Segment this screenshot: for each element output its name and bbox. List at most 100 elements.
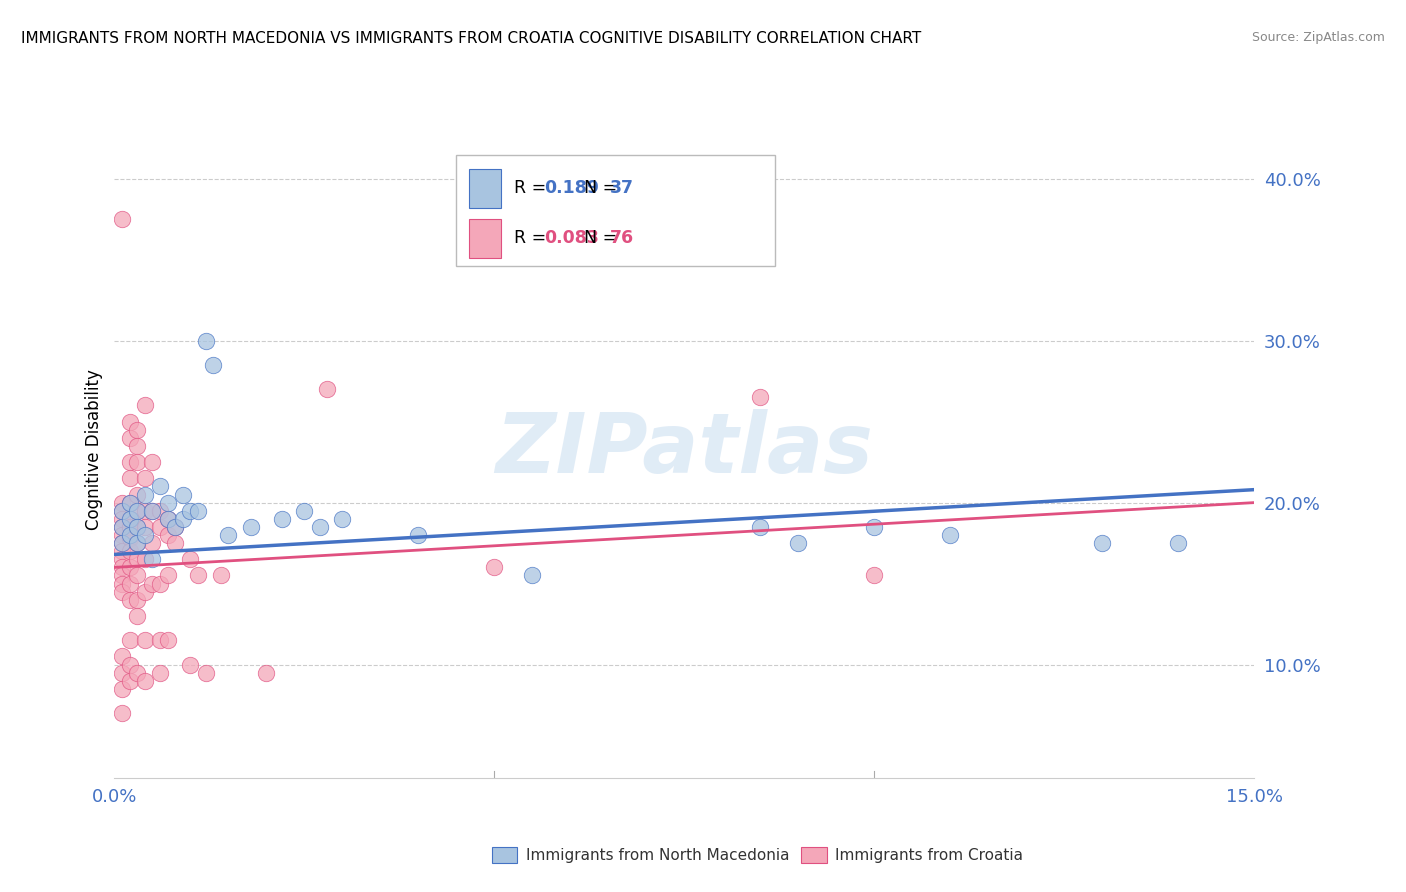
Point	[254, 665, 277, 680]
Point	[118, 576, 141, 591]
Point	[149, 633, 172, 648]
Point	[194, 334, 217, 348]
Point	[217, 528, 239, 542]
Point	[127, 520, 149, 534]
Point	[209, 568, 232, 582]
Point	[134, 399, 156, 413]
Point	[118, 415, 141, 429]
Point	[141, 552, 163, 566]
Point	[134, 471, 156, 485]
Point	[111, 649, 134, 664]
Point	[141, 536, 163, 550]
Point	[111, 495, 134, 509]
Point	[141, 576, 163, 591]
Point	[127, 536, 149, 550]
Point	[118, 471, 141, 485]
Point	[156, 512, 179, 526]
Point	[1091, 536, 1114, 550]
Point	[127, 568, 149, 582]
Point	[156, 495, 179, 509]
Point	[111, 512, 134, 526]
Point	[111, 552, 134, 566]
Point	[134, 520, 156, 534]
Point	[118, 512, 141, 526]
Point	[111, 536, 134, 550]
Point	[111, 520, 134, 534]
Text: 37: 37	[609, 179, 634, 197]
Point	[111, 681, 134, 696]
Point	[165, 520, 187, 534]
Point	[172, 512, 194, 526]
Point	[316, 382, 339, 396]
Point	[127, 592, 149, 607]
Point	[202, 358, 225, 372]
Point	[118, 633, 141, 648]
Point	[165, 536, 187, 550]
Point	[134, 552, 156, 566]
Point	[127, 536, 149, 550]
Point	[111, 504, 134, 518]
Text: N =: N =	[572, 179, 623, 197]
Point	[111, 584, 134, 599]
Point	[187, 568, 209, 582]
Point	[240, 520, 263, 534]
Point	[522, 568, 544, 582]
Point	[156, 568, 179, 582]
Point	[118, 592, 141, 607]
Point	[127, 487, 149, 501]
Point	[111, 706, 134, 720]
Point	[111, 504, 134, 518]
Point	[156, 633, 179, 648]
Point	[179, 504, 201, 518]
Point	[292, 504, 315, 518]
Point	[749, 390, 772, 404]
Point	[194, 665, 217, 680]
Point	[111, 544, 134, 558]
Point	[939, 528, 962, 542]
Point	[118, 544, 141, 558]
Point	[111, 560, 134, 574]
Text: 0.083: 0.083	[544, 229, 599, 247]
Point	[118, 673, 141, 688]
Point	[863, 568, 886, 582]
Point	[134, 504, 156, 518]
Text: IMMIGRANTS FROM NORTH MACEDONIA VS IMMIGRANTS FROM CROATIA COGNITIVE DISABILITY : IMMIGRANTS FROM NORTH MACEDONIA VS IMMIG…	[21, 31, 921, 46]
Text: Immigrants from Croatia: Immigrants from Croatia	[835, 848, 1024, 863]
Point	[172, 487, 194, 501]
Point	[149, 665, 172, 680]
Point	[118, 560, 141, 574]
Point	[118, 531, 141, 545]
Point	[141, 504, 163, 518]
Point	[111, 665, 134, 680]
Point	[134, 487, 156, 501]
Point	[134, 528, 156, 542]
Point	[127, 609, 149, 624]
Text: 0.189: 0.189	[544, 179, 599, 197]
Point	[308, 520, 330, 534]
Point	[127, 520, 149, 534]
Point	[127, 439, 149, 453]
Point	[134, 673, 156, 688]
Text: Source: ZipAtlas.com: Source: ZipAtlas.com	[1251, 31, 1385, 45]
Point	[118, 495, 141, 509]
Point	[127, 504, 149, 518]
Point	[165, 520, 187, 534]
Point	[330, 512, 353, 526]
Text: R =: R =	[513, 229, 551, 247]
Point	[127, 423, 149, 437]
Point	[118, 657, 141, 672]
Point	[149, 479, 172, 493]
Point	[127, 455, 149, 469]
Point	[863, 520, 886, 534]
Point	[111, 212, 134, 227]
Point	[179, 552, 201, 566]
Point	[111, 536, 134, 550]
Point	[134, 633, 156, 648]
Point	[118, 528, 141, 542]
Point	[127, 552, 149, 566]
Point	[118, 512, 141, 526]
Point	[484, 560, 506, 574]
Point	[179, 657, 201, 672]
Point	[111, 568, 134, 582]
Point	[156, 528, 179, 542]
